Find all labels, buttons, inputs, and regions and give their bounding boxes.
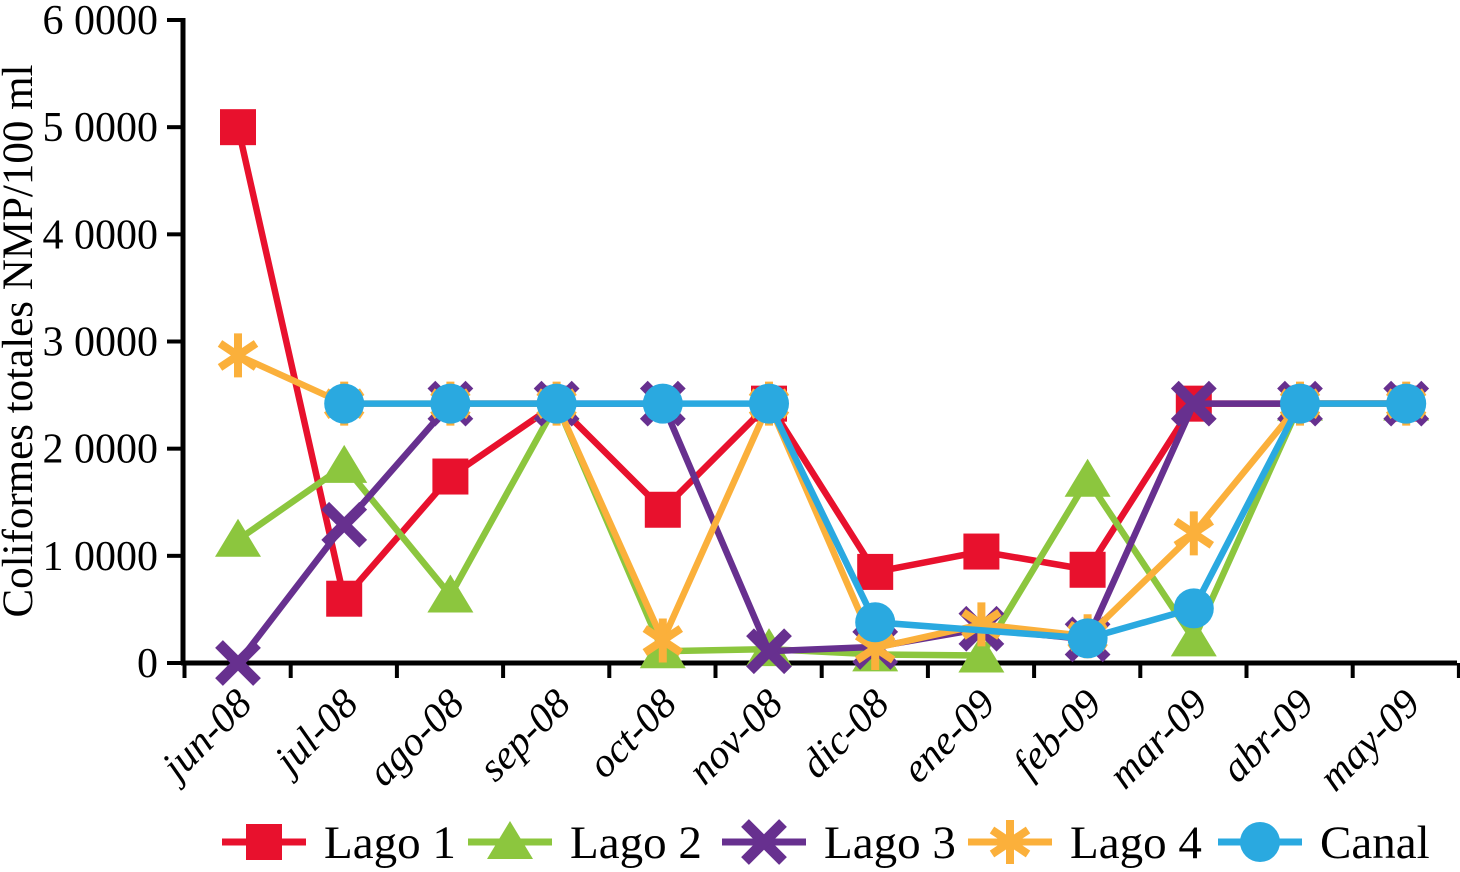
y-tick-label: 3 0000 (43, 320, 159, 366)
y-tick-label: 4 0000 (43, 212, 159, 258)
x-tick-label: jul-08 (261, 679, 367, 785)
x-marker (321, 501, 368, 548)
x-tick-label: feb-09 (1003, 680, 1110, 787)
x-marker (215, 640, 261, 686)
x-marker (741, 819, 787, 865)
square-marker (220, 109, 256, 146)
square-marker (432, 458, 469, 495)
triangle-marker (215, 518, 261, 557)
x-tick-label: abr-09 (1211, 680, 1322, 791)
circle-marker (749, 383, 789, 424)
triangle-marker (321, 444, 368, 483)
y-axis-title: Coliformes totales NMP/100 ml (0, 64, 42, 617)
legend-item-lago-3: Lago 3 (722, 817, 956, 869)
x-tick-label: sep-08 (469, 679, 579, 789)
triangle-marker (487, 821, 533, 859)
legend: Lago 1 Lago 2 Lago 3 Lago 4 Canal (222, 817, 1430, 869)
legend-label: Lago 2 (570, 817, 702, 869)
circle-marker (1386, 383, 1427, 424)
y-tick-label: 6 0000 (43, 0, 159, 44)
x-tick-label: mar-09 (1099, 680, 1216, 797)
x-tick-label: oct-08 (579, 679, 686, 786)
legend-label: Lago 3 (824, 817, 956, 869)
y-tick-label: 0 (137, 641, 158, 687)
x-tick-label: ago-08 (358, 679, 473, 794)
circle-marker (430, 383, 471, 424)
legend-label: Canal (1320, 817, 1430, 869)
asterisk-marker (1173, 518, 1215, 549)
x-marker (746, 628, 792, 675)
series-lago-4 (217, 333, 1427, 670)
series-line (344, 400, 1407, 642)
circle-marker (536, 383, 577, 424)
series-layer (215, 109, 1430, 686)
legend-item-lago-1: Lago 1 (222, 817, 456, 869)
legend-item-lago-2: Lago 2 (468, 817, 702, 869)
x-tick-label: nov-08 (678, 679, 791, 792)
series-line (236, 352, 1407, 652)
y-tick-label: 1 0000 (43, 534, 159, 580)
circle-marker (855, 602, 896, 643)
y-tick-label: 2 0000 (43, 427, 159, 473)
legend-item-canal: Canal (1218, 817, 1430, 869)
asterisk-marker (217, 340, 259, 371)
triangle-marker (1064, 458, 1111, 497)
circle-marker (1067, 618, 1108, 659)
series-lago-1 (220, 109, 1425, 617)
circle-marker (642, 383, 683, 424)
x-tick-label: dic-08 (791, 679, 898, 786)
legend-item-lago-4: Lago 4 (968, 817, 1202, 869)
y-tick-label: 5 0000 (43, 105, 159, 151)
asterisk-marker (642, 625, 684, 656)
circle-marker (1173, 588, 1214, 629)
triangle-marker (1170, 618, 1217, 657)
x-tick-label: jun-08 (149, 679, 261, 791)
square-marker (1069, 551, 1106, 588)
legend-label: Lago 1 (324, 817, 456, 869)
circle-marker (324, 383, 365, 424)
circle-marker (1280, 383, 1320, 424)
square-marker (857, 553, 894, 590)
square-marker (246, 824, 282, 860)
x-marker (1170, 380, 1217, 427)
triangle-marker (958, 634, 1005, 673)
legend-label: Lago 4 (1070, 817, 1202, 869)
series-canal (324, 383, 1427, 659)
square-marker (963, 533, 1000, 570)
asterisk-marker (854, 632, 896, 664)
x-tick-label: may-09 (1309, 680, 1428, 799)
triangle-marker (427, 574, 474, 613)
square-marker (326, 580, 363, 617)
asterisk-marker (989, 826, 1031, 858)
x-tick-label: ene-09 (892, 680, 1003, 791)
circle-marker (1240, 822, 1280, 862)
square-marker (644, 491, 681, 528)
